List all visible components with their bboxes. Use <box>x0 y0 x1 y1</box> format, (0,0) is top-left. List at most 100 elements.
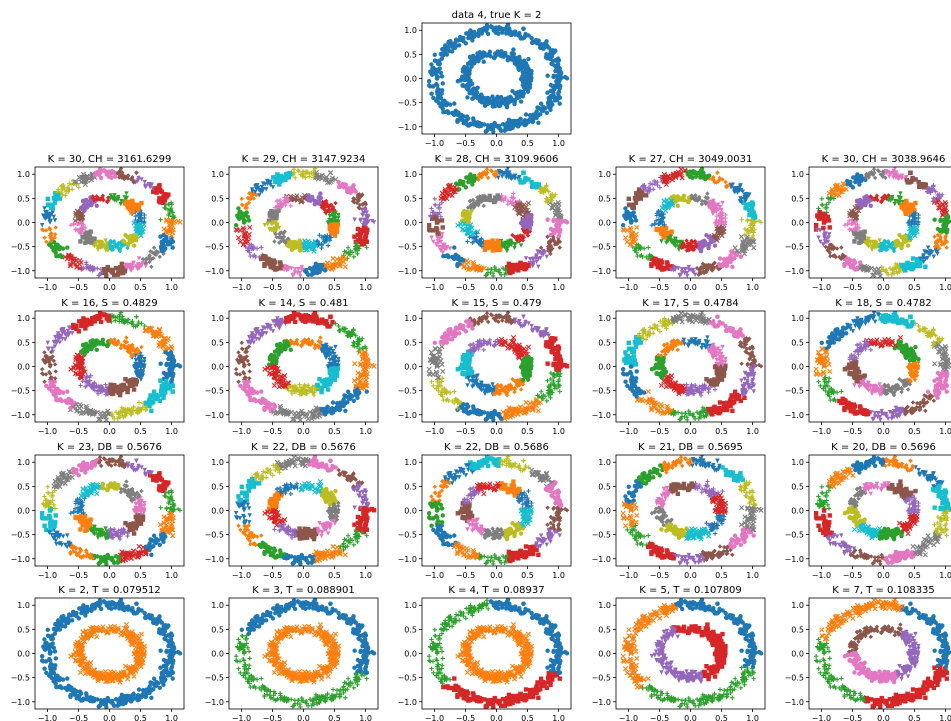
data-point <box>482 195 487 200</box>
data-point <box>490 238 495 243</box>
data-point <box>129 267 134 273</box>
data-point <box>487 193 493 199</box>
data-point <box>545 90 550 95</box>
data-point <box>527 226 533 231</box>
y-tick-label: 0.0 <box>791 219 804 228</box>
x-tick-label: −1.0 <box>619 283 638 292</box>
data-point <box>545 244 551 249</box>
data-point <box>104 247 110 253</box>
data-point <box>47 233 53 238</box>
data-point <box>88 198 93 204</box>
data-point <box>272 260 278 265</box>
data-point <box>294 193 300 199</box>
data-point <box>523 61 529 66</box>
data-point <box>548 232 553 238</box>
data-point <box>73 226 79 232</box>
data-point <box>746 207 752 213</box>
data-point <box>357 195 362 201</box>
data-point <box>361 229 366 234</box>
data-point <box>638 245 644 250</box>
data-point <box>475 198 480 204</box>
data-point <box>479 172 485 178</box>
data-point <box>321 237 326 243</box>
data-point <box>496 125 501 130</box>
data-point <box>246 231 252 237</box>
data-point <box>512 119 518 125</box>
data-point <box>633 218 639 223</box>
data-point <box>682 266 688 272</box>
data-point <box>706 245 711 251</box>
data-point <box>246 218 252 223</box>
data-point <box>623 206 628 211</box>
data-point <box>140 256 146 262</box>
data-point <box>499 54 505 59</box>
data-point <box>504 264 510 270</box>
data-point <box>631 202 636 207</box>
data-point <box>466 75 471 81</box>
data-point <box>243 244 248 250</box>
data-point <box>116 270 121 276</box>
data-point <box>734 252 740 257</box>
data-point <box>553 201 559 207</box>
data-point <box>540 42 546 47</box>
data-point <box>491 199 497 204</box>
data-point <box>268 179 273 185</box>
data-point <box>496 175 501 180</box>
x-tick-label: −1.0 <box>425 139 444 148</box>
plot-points <box>426 23 570 134</box>
data-point <box>465 116 471 121</box>
data-point <box>557 245 562 250</box>
data-point <box>498 272 504 278</box>
x-tick-label: −0.5 <box>456 283 475 292</box>
data-point <box>459 218 465 223</box>
data-point <box>518 76 524 82</box>
data-point <box>158 234 163 239</box>
data-point <box>510 56 515 61</box>
data-point <box>446 110 451 116</box>
data-point <box>504 31 509 36</box>
data-point <box>314 172 320 178</box>
data-point <box>749 207 754 212</box>
data-point <box>86 235 91 241</box>
data-point <box>434 98 439 103</box>
data-point <box>923 264 928 269</box>
data-point <box>522 267 528 272</box>
data-point <box>336 215 341 221</box>
data-point <box>429 91 434 96</box>
data-point <box>517 177 523 183</box>
data-point <box>154 248 159 254</box>
data-point <box>365 215 371 220</box>
data-point <box>122 268 128 274</box>
data-point <box>551 90 556 96</box>
data-point <box>461 77 467 82</box>
data-point <box>153 252 159 257</box>
data-point <box>330 205 336 210</box>
data-point <box>358 234 363 240</box>
data-point <box>125 245 130 251</box>
data-point <box>634 191 639 196</box>
data-point <box>429 235 434 240</box>
data-point <box>267 226 273 232</box>
subplot-title: K = 29, CH = 3147.9234 <box>242 154 366 165</box>
data-point <box>530 260 536 266</box>
data-point <box>705 191 710 196</box>
data-point <box>910 256 916 261</box>
data-point <box>488 122 494 128</box>
data-point <box>659 260 665 265</box>
data-point <box>526 56 531 62</box>
data-point <box>430 228 436 233</box>
data-point <box>362 207 367 212</box>
data-point <box>702 264 707 270</box>
data-point <box>312 198 318 204</box>
data-point <box>358 230 364 236</box>
data-point <box>281 267 287 272</box>
data-point <box>555 63 560 68</box>
data-point <box>496 239 502 245</box>
data-point <box>265 222 271 227</box>
data-point <box>160 200 166 206</box>
data-point <box>701 269 706 274</box>
data-point <box>479 244 484 249</box>
data-point <box>505 198 511 204</box>
data-point <box>279 174 284 180</box>
